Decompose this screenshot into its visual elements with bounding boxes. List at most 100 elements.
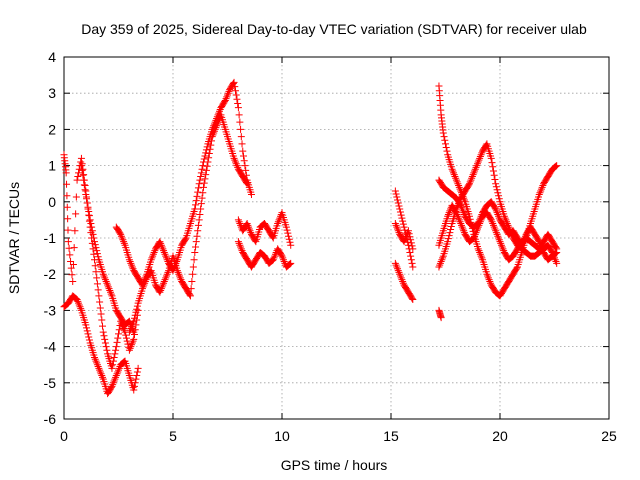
- data-point: [471, 167, 479, 175]
- data-point: [122, 331, 130, 339]
- data-point: [243, 180, 251, 188]
- data-point: [492, 180, 500, 188]
- data-point: [269, 256, 277, 264]
- data-point: [83, 199, 91, 207]
- data-point: [399, 217, 407, 225]
- y-tick-label: 4: [48, 49, 56, 65]
- data-point: [444, 210, 452, 218]
- data-point: [101, 339, 109, 347]
- data-point: [77, 154, 85, 162]
- data-point: [442, 144, 450, 151]
- data-point: [280, 258, 288, 266]
- data-point: [149, 252, 157, 260]
- data-point: [176, 272, 184, 280]
- data-point: [394, 267, 402, 275]
- data-point: [393, 223, 401, 231]
- axis-ticks: [63, 56, 610, 420]
- data-point: [72, 210, 80, 218]
- y-tick-label: -6: [44, 411, 57, 427]
- data-point: [62, 169, 70, 177]
- data-point: [161, 250, 169, 258]
- data-point: [198, 194, 206, 202]
- data-point: [110, 377, 118, 385]
- data-point: [446, 207, 454, 215]
- data-point: [202, 146, 210, 154]
- data-point: [476, 153, 484, 161]
- data-point: [201, 152, 209, 160]
- data-point: [77, 305, 85, 313]
- data-point: [100, 332, 108, 340]
- data-point: [396, 270, 404, 278]
- data-point: [157, 285, 165, 293]
- data-point: [477, 252, 485, 260]
- data-point: [495, 236, 503, 244]
- data-point: [409, 296, 417, 304]
- data-point: [467, 176, 475, 184]
- data-point: [489, 220, 497, 228]
- data-point: [130, 317, 138, 325]
- data-point: [279, 256, 287, 264]
- data-point: [285, 235, 293, 243]
- data-point: [157, 241, 165, 249]
- data-point: [84, 330, 92, 338]
- data-point: [476, 214, 484, 222]
- data-point: [471, 165, 479, 173]
- data-point: [286, 238, 294, 246]
- data-point: [239, 147, 247, 155]
- data-point: [269, 233, 277, 241]
- data-point: [494, 189, 502, 197]
- data-point: [492, 205, 500, 213]
- data-point: [192, 197, 200, 205]
- data-point: [396, 205, 404, 213]
- x-tick-label: 10: [274, 428, 290, 444]
- data-point: [118, 234, 126, 242]
- y-tick-label: -3: [44, 302, 57, 318]
- data-point: [90, 234, 98, 242]
- data-point: [64, 238, 72, 246]
- data-point: [552, 162, 560, 170]
- data-point: [142, 276, 150, 284]
- data-point: [436, 259, 444, 267]
- data-point: [163, 270, 171, 278]
- data-point: [231, 156, 239, 164]
- data-point: [94, 286, 102, 294]
- data-point: [103, 346, 111, 354]
- data-point: [126, 344, 134, 352]
- data-point: [97, 310, 105, 318]
- data-point: [473, 160, 481, 168]
- data-point: [237, 125, 245, 133]
- data-point: [394, 196, 402, 204]
- data-point: [99, 322, 107, 330]
- data-point: [88, 223, 96, 231]
- data-point: [89, 230, 97, 238]
- data-point: [285, 261, 293, 269]
- data-point: [97, 370, 105, 378]
- data-point: [71, 227, 79, 235]
- data-point: [193, 192, 201, 200]
- data-point: [130, 382, 138, 390]
- data-point: [95, 292, 103, 300]
- data-point: [393, 263, 401, 271]
- data-point: [216, 105, 224, 113]
- data-point: [83, 324, 91, 332]
- data-point: [487, 215, 495, 223]
- data-point: [208, 133, 216, 141]
- data-point: [128, 261, 136, 269]
- data-point: [85, 336, 93, 344]
- data-point: [238, 247, 246, 255]
- data-point: [187, 285, 195, 293]
- data-point: [465, 180, 473, 188]
- data-point: [109, 357, 117, 365]
- data-point: [490, 171, 498, 179]
- data-point: [197, 169, 205, 177]
- data-point: [74, 172, 82, 180]
- data-point: [204, 158, 212, 166]
- data-point: [537, 187, 545, 195]
- data-point: [466, 178, 474, 186]
- data-point: [85, 207, 93, 215]
- data-point: [106, 286, 114, 294]
- data-point: [283, 226, 291, 234]
- data-point: [157, 239, 165, 247]
- data-point: [176, 274, 184, 282]
- data-point: [500, 247, 508, 255]
